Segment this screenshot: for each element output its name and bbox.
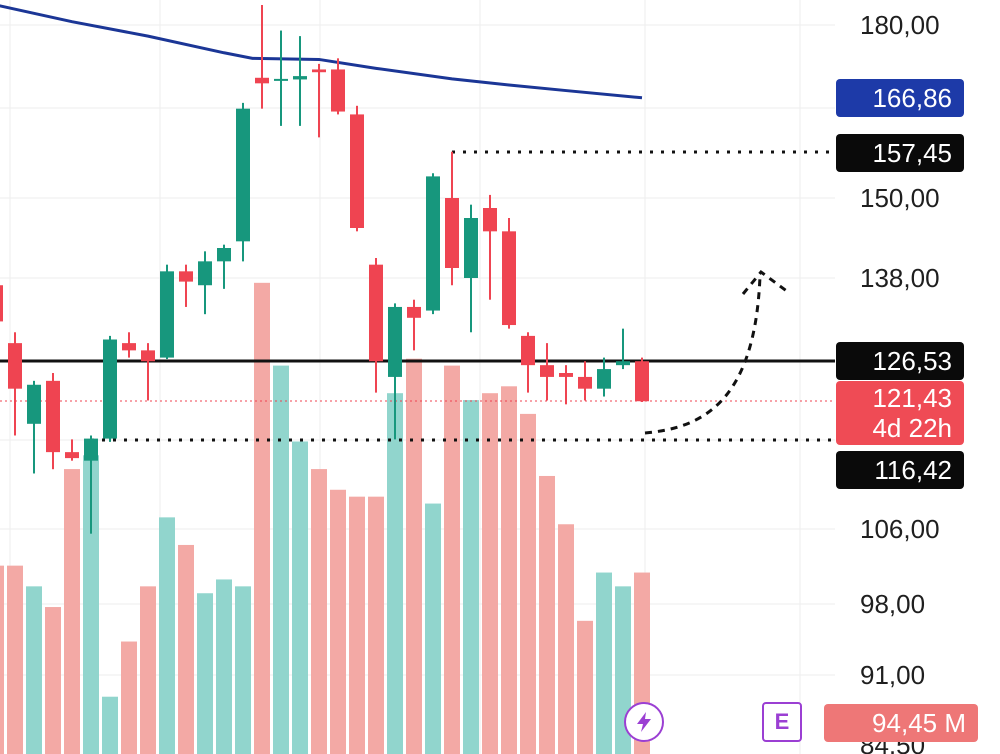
volume-bar [216,579,232,754]
candle-body [103,339,117,439]
volume-bar [0,565,4,754]
candle-body [388,306,402,377]
candle-body [616,361,630,366]
candle-body [198,261,212,286]
candle-body [369,264,383,362]
volume-bar [387,393,403,754]
candle-body [160,271,174,358]
support-line-badge: 126,53 [836,342,964,380]
price-lines [0,4,835,442]
volume-bar [520,413,536,754]
candle-body [236,108,250,242]
price-tick-label: 98,00 [860,589,925,619]
candles [0,5,649,534]
volume-bar [501,386,517,754]
candle-body [407,306,421,318]
current-price: 121,43 [872,383,952,413]
candle-body [426,176,440,311]
candle-body [464,218,478,278]
price-tick-label: 91,00 [860,660,925,690]
volume-bar [178,544,194,754]
volume-bar [577,620,593,754]
events-button[interactable]: E [762,702,802,742]
price-tick-label: 138,00 [860,263,940,293]
candle-body [255,77,269,84]
volume-bar [254,282,270,754]
volume-bar [463,400,479,754]
candle-body [483,208,497,232]
candle-body [540,365,554,377]
volume-badge: 94,45 M [824,704,978,742]
candle-body [46,380,60,453]
volume-bar [330,489,346,754]
countdown-timer: 4d 22h [872,413,952,443]
candle-body [27,384,41,424]
candle-body [8,343,22,389]
support-badge: 116,42 [836,451,964,489]
volume-bar [368,496,384,754]
candle-body [122,343,136,351]
candle-body [350,114,364,228]
candle-body [293,76,307,80]
projection-arrowhead [741,269,789,295]
candle-body [559,373,573,377]
volume-bars [0,282,650,754]
volume-bar [406,358,422,754]
volume-bar [273,365,289,754]
candle-body [65,452,79,459]
annotations [644,269,789,435]
candle-body [445,198,459,268]
volume-bar [444,365,460,754]
candle-body [141,350,155,362]
projection-arrow [644,275,762,435]
volume-bar [539,475,555,754]
price-tick-label: 150,00 [860,183,940,213]
resistance-badge: 157,45 [836,134,964,172]
volume-bar [558,524,574,754]
candle-body [578,376,592,389]
volume-bar [482,393,498,754]
volume-bar [121,641,137,754]
candle-body [84,438,98,461]
volume-bar [64,469,80,754]
candle-body [0,285,3,322]
volume-bar [7,565,23,754]
candle-body [179,271,193,282]
volume-bar [102,696,118,754]
candle-body [331,69,345,112]
candle-body [312,69,326,73]
candle-body [502,231,516,326]
current-price-badge: 121,43 4d 22h [836,381,964,445]
candle-body [597,369,611,389]
volume-bar [311,469,327,754]
lightning-icon [637,712,651,732]
price-tick-label: 106,00 [860,514,940,544]
volume-bar [26,586,42,754]
volume-bar [140,586,156,754]
volume-bar [235,586,251,754]
candle-body [217,248,231,262]
volume-bar [159,517,175,754]
moving-average-line [0,4,643,100]
moving-average-badge: 166,86 [836,79,964,117]
volume-bar [349,496,365,754]
volume-bar [596,572,612,754]
candle-body [635,361,649,402]
candle-body [521,335,535,366]
volume-bar [292,441,308,754]
volume-bar [45,607,61,754]
lightning-button[interactable] [624,702,664,742]
volume-bar [197,593,213,754]
candle-body [274,78,288,81]
e-icon: E [774,709,790,734]
volume-bar [83,455,99,754]
price-tick-label: 180,00 [860,10,940,40]
volume-bar [425,503,441,754]
